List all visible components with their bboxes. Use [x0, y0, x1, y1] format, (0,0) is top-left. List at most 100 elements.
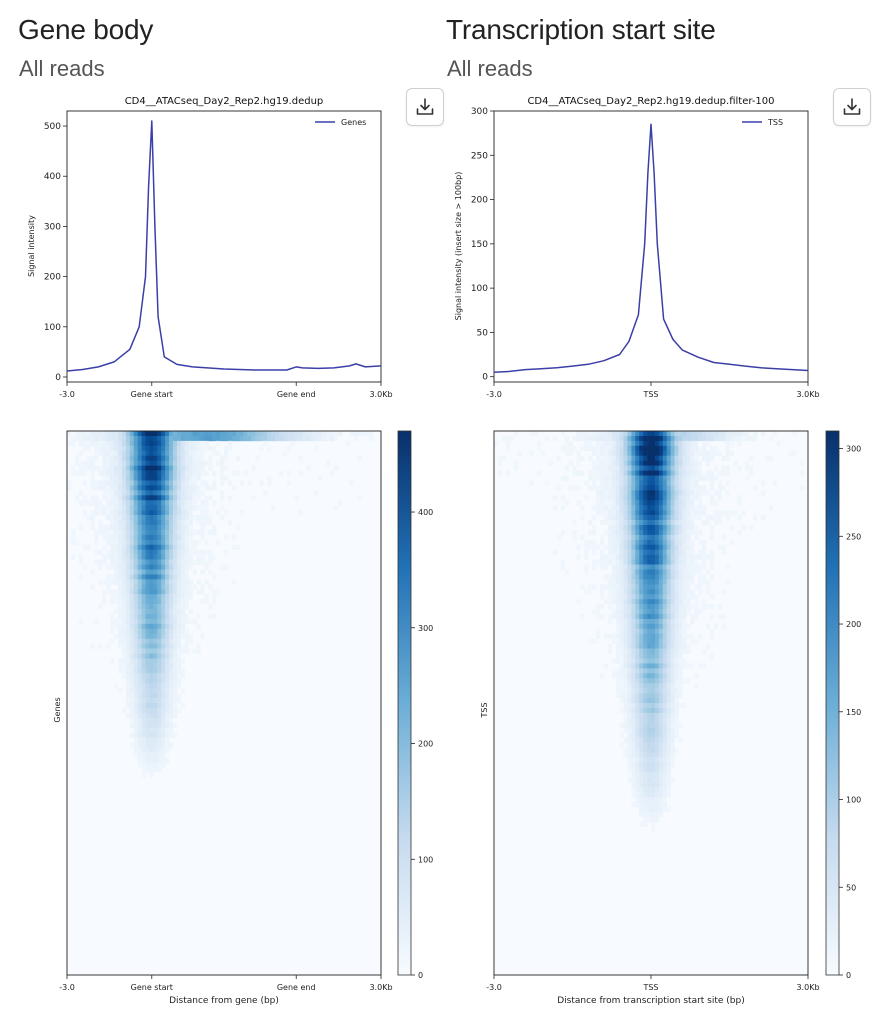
heatmap-cell [497, 455, 503, 461]
heatmap-cell [631, 727, 636, 733]
heatmap-cell [149, 599, 154, 605]
heatmap-cell [133, 673, 138, 679]
heatmap-cell [635, 737, 640, 743]
heatmap-cell [729, 435, 734, 442]
heatmap-cell [615, 460, 620, 466]
heatmap-cell [137, 470, 142, 476]
heatmap-cell [98, 520, 103, 526]
heatmap-cell [654, 450, 660, 457]
heatmap-cell [145, 465, 150, 471]
heatmap-cell [118, 688, 123, 694]
heatmap-cell [118, 618, 123, 625]
heatmap-cell [137, 648, 142, 654]
heatmap-cell [599, 470, 605, 476]
heatmap-cell [627, 510, 632, 516]
heatmap-cell [188, 549, 193, 555]
heatmap-cell [631, 534, 636, 541]
heatmap-cell [153, 747, 158, 753]
heatmap-cell [623, 505, 628, 511]
heatmap-cell [118, 431, 123, 437]
heatmap-cell [90, 470, 95, 476]
heatmap-cell [125, 480, 131, 486]
heatmap-cell [169, 579, 174, 585]
heatmap-cell [188, 618, 193, 625]
heatmap-cell [670, 505, 675, 511]
heatmap-cell [611, 638, 616, 644]
heatmap-cell [145, 574, 150, 580]
heatmap-cell [121, 431, 127, 437]
colorbar-tick-label: 200 [418, 740, 433, 749]
heatmap-cell [580, 613, 585, 620]
heatmap-cell [674, 440, 679, 447]
heatmap-cell [654, 475, 660, 481]
heatmap-cell [161, 613, 166, 620]
heatmap-cell [631, 500, 636, 506]
heatmap-cell [153, 678, 158, 684]
heatmap-cell [596, 544, 601, 550]
heatmap-cell [607, 599, 613, 605]
download-gene-body-button[interactable] [406, 88, 444, 126]
heatmap-cell [643, 470, 648, 476]
heatmap-cell [86, 455, 91, 461]
heatmap-cell [98, 500, 103, 506]
heatmap-cell [615, 584, 620, 590]
heatmap-cell [192, 490, 197, 496]
heatmap-cell [619, 633, 624, 640]
heatmap-cell [161, 490, 166, 496]
heatmap-cell [129, 698, 135, 704]
heatmap-cell [169, 445, 174, 452]
heatmap-cell [169, 663, 174, 669]
download-tss-button[interactable] [833, 88, 871, 126]
heatmap-cell [662, 435, 667, 442]
heatmap-cell [180, 524, 186, 531]
heatmap-cell [643, 767, 648, 773]
heatmap-cell [611, 450, 616, 457]
heatmap-cell [654, 668, 660, 674]
heatmap-cell [176, 633, 182, 640]
heatmap-cell [568, 460, 573, 466]
heatmap-cell [560, 495, 565, 501]
heatmap-cell [615, 594, 620, 600]
heatmap-cell [670, 633, 675, 640]
heatmap-cell [224, 510, 229, 516]
heatmap-cell [678, 663, 683, 669]
heatmap-cell [647, 811, 652, 818]
heatmap-cell [666, 806, 671, 813]
heatmap-cell [137, 490, 142, 496]
heatmap-cell [560, 559, 565, 565]
heatmap-cell [678, 524, 683, 531]
heatmap-cell [670, 480, 675, 486]
heatmap-cell [682, 643, 687, 649]
heatmap-cell [662, 703, 667, 709]
heatmap-cell [275, 435, 280, 442]
heatmap-cell [623, 495, 628, 501]
heatmap-cell [643, 579, 648, 585]
heatmap-cell [670, 524, 675, 531]
heatmap-cell [651, 623, 656, 630]
heatmap-cell [678, 678, 683, 684]
heatmap-cell [121, 539, 127, 546]
heatmap-cell [611, 515, 616, 521]
heatmap-cell [192, 569, 197, 575]
heatmap-cell [137, 475, 142, 481]
heatmap-cell [114, 455, 119, 461]
heatmap-cell [161, 549, 166, 555]
heatmap-cell [165, 564, 170, 570]
heatmap-cell [157, 559, 162, 565]
heatmap-cell [670, 539, 675, 546]
heatmap-cell [627, 693, 632, 699]
heatmap-cell [110, 515, 115, 521]
heatmap-cell [133, 688, 138, 694]
heatmap-cell [149, 529, 154, 536]
heatmap-cell [772, 431, 777, 437]
heatmap-cell [666, 455, 671, 461]
heatmap-cell [584, 544, 589, 550]
heatmap-cell [110, 505, 115, 511]
heatmap-cell [682, 450, 687, 457]
heatmap-cell [666, 485, 671, 491]
heatmap-cell [686, 465, 691, 471]
heatmap-cell [125, 698, 131, 704]
heatmap-cell [733, 431, 738, 437]
heatmap-cell [204, 520, 209, 526]
heatmap-cell [184, 490, 189, 496]
